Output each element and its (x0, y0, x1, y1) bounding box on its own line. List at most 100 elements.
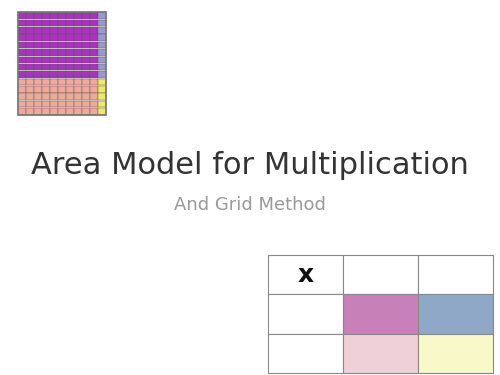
Bar (90, 20, 98, 26)
Text: x: x (298, 262, 314, 286)
Bar (26, 86, 34, 93)
Bar (26, 34, 34, 41)
Bar (66, 79, 73, 85)
Bar (34, 57, 42, 63)
Bar (34, 93, 42, 100)
Bar (90, 57, 98, 63)
Bar (82, 57, 89, 63)
Bar (34, 34, 42, 41)
Bar (58, 100, 66, 107)
Bar (34, 71, 42, 78)
Bar (74, 71, 82, 78)
Bar (98, 93, 105, 100)
Bar (66, 64, 73, 70)
Bar (18, 79, 26, 85)
Bar (66, 27, 73, 34)
Bar (98, 34, 105, 41)
Bar (66, 42, 73, 48)
Bar (98, 20, 105, 26)
Bar (66, 20, 73, 26)
Bar (58, 86, 66, 93)
Bar (90, 79, 98, 85)
Bar (50, 93, 58, 100)
Bar (42, 71, 50, 78)
Bar (82, 42, 89, 48)
Bar (58, 71, 66, 78)
Bar (82, 108, 89, 115)
Bar (90, 86, 98, 93)
Bar (66, 86, 73, 93)
Bar (98, 79, 105, 85)
Bar (18, 34, 26, 41)
Bar (18, 27, 26, 34)
Bar (26, 93, 34, 100)
Bar (90, 49, 98, 56)
Bar (58, 20, 66, 26)
Bar (58, 42, 66, 48)
Bar (268, 334, 343, 373)
Bar (82, 27, 89, 34)
Bar (50, 27, 58, 34)
Bar (18, 100, 26, 107)
Bar (42, 49, 50, 56)
Bar (42, 93, 50, 100)
Text: Area Model for Multiplication: Area Model for Multiplication (31, 150, 469, 180)
Bar (98, 49, 105, 56)
Bar (26, 57, 34, 63)
Bar (26, 12, 34, 19)
Bar (90, 34, 98, 41)
Bar (34, 108, 42, 115)
Bar (74, 34, 82, 41)
Bar (98, 64, 105, 70)
Bar (343, 255, 418, 294)
Bar (50, 57, 58, 63)
Bar (58, 108, 66, 115)
Bar (18, 20, 26, 26)
Bar (42, 34, 50, 41)
Bar (98, 57, 105, 63)
Bar (58, 64, 66, 70)
Bar (82, 71, 89, 78)
Bar (58, 12, 66, 19)
Bar (34, 49, 42, 56)
Bar (82, 49, 89, 56)
Bar (26, 20, 34, 26)
Bar (82, 86, 89, 93)
Bar (18, 12, 26, 19)
Bar (42, 42, 50, 48)
Bar (18, 12, 106, 115)
Bar (42, 86, 50, 93)
Bar (98, 100, 105, 107)
Bar (90, 27, 98, 34)
Bar (74, 20, 82, 26)
Bar (26, 71, 34, 78)
Bar (90, 71, 98, 78)
Bar (74, 12, 82, 19)
Bar (50, 49, 58, 56)
Bar (42, 57, 50, 63)
Bar (74, 86, 82, 93)
Bar (50, 108, 58, 115)
Bar (50, 12, 58, 19)
Text: And Grid Method: And Grid Method (174, 196, 326, 214)
Bar (418, 294, 493, 334)
Bar (50, 100, 58, 107)
Bar (18, 86, 26, 93)
Bar (66, 71, 73, 78)
Bar (50, 42, 58, 48)
Bar (26, 49, 34, 56)
Bar (66, 93, 73, 100)
Bar (26, 108, 34, 115)
Bar (418, 334, 493, 373)
Bar (34, 79, 42, 85)
Bar (26, 64, 34, 70)
Bar (18, 64, 26, 70)
Bar (58, 27, 66, 34)
Bar (18, 71, 26, 78)
Bar (50, 79, 58, 85)
Bar (268, 294, 343, 334)
Bar (42, 100, 50, 107)
Bar (50, 71, 58, 78)
Bar (82, 12, 89, 19)
Bar (343, 294, 418, 334)
